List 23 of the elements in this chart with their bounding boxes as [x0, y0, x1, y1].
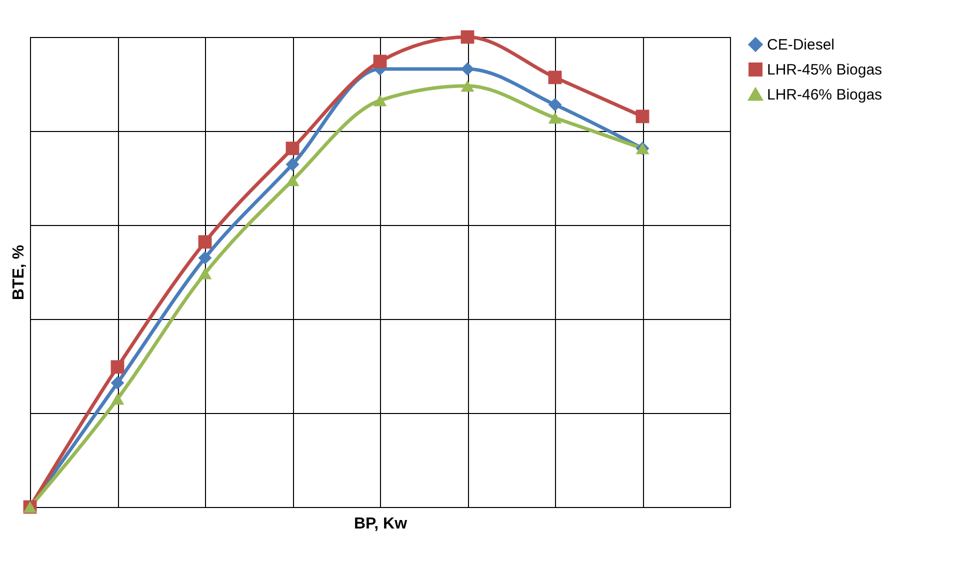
y-axis-title: BTE, %: [10, 244, 28, 300]
point: [286, 158, 300, 172]
point: [373, 94, 387, 106]
point: [460, 62, 474, 76]
point: [110, 393, 124, 405]
point: [636, 110, 650, 124]
point: [460, 80, 474, 92]
point: [198, 251, 212, 265]
legend-label: LHR-45% Biogas: [767, 62, 882, 78]
point: [460, 30, 474, 44]
legend-label: CE-Diesel: [767, 36, 835, 54]
point: [110, 376, 124, 390]
point: [198, 235, 212, 249]
point: [548, 70, 562, 84]
legend-label: LHR-46% Biogas: [767, 86, 882, 104]
point: [286, 174, 300, 186]
point: [548, 98, 562, 112]
point: [198, 268, 212, 280]
point: [548, 112, 562, 124]
x-axis-title: BP, Kw: [354, 516, 408, 532]
point: [373, 54, 387, 68]
point: [286, 142, 300, 156]
point: [110, 360, 124, 374]
